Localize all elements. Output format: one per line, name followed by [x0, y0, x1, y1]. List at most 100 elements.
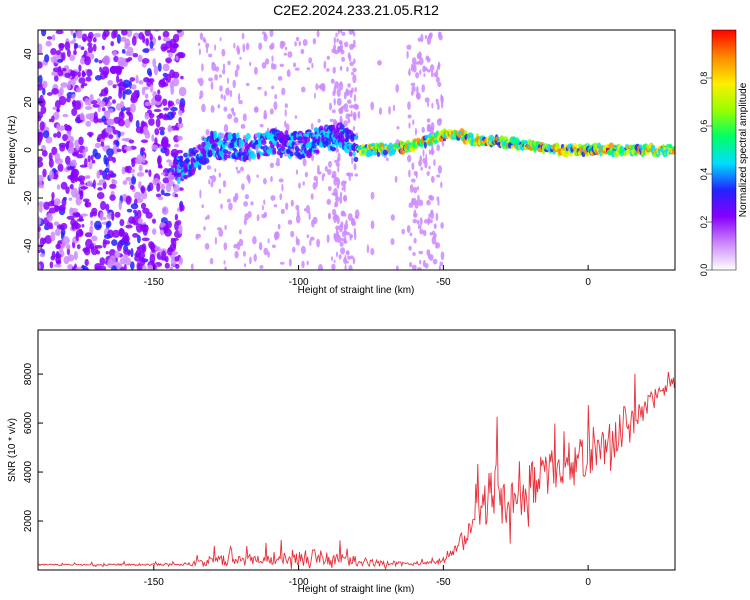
- heatmap-cell: [353, 113, 357, 122]
- heatmap-cell: [114, 65, 123, 74]
- heatmap-cell: [206, 214, 210, 220]
- colorbar-gradient: [712, 30, 736, 270]
- snr-y-ticks: 2000 4000 6000 8000: [23, 363, 43, 532]
- heatmap-cell: [245, 132, 251, 140]
- heatmap-cell: [312, 38, 317, 45]
- heatmap-cell: [70, 71, 78, 77]
- heatmap-cell: [353, 136, 358, 140]
- heatmap-cell: [339, 115, 343, 125]
- heatmap-cell: [197, 144, 202, 150]
- heatmap-cell: [116, 34, 121, 44]
- heatmap-cell: [107, 79, 114, 86]
- heatmap-cell: [219, 85, 223, 92]
- heatmap-cell: [45, 40, 52, 47]
- heatmap-cell: [38, 201, 45, 207]
- heatmap-cell: [345, 88, 349, 96]
- heatmap-cell: [281, 87, 286, 96]
- heatmap-cell: [58, 43, 65, 49]
- heatmap-cell: [415, 92, 421, 99]
- heatmap-cell: [347, 52, 351, 59]
- heatmap-cell: [151, 134, 155, 142]
- heatmap-cell: [414, 200, 419, 209]
- heatmap-cell: [263, 199, 266, 205]
- heatmap-cell: [336, 157, 341, 162]
- heatmap-cell: [138, 80, 144, 85]
- heatmap-cell: [388, 106, 391, 115]
- heatmap-cell: [135, 222, 143, 233]
- heatmap-cell: [312, 216, 318, 224]
- heatmap-cell: [153, 108, 162, 113]
- heatmap-cell: [216, 227, 222, 231]
- heatmap-cell: [421, 84, 426, 93]
- heatmap-cell: [117, 263, 122, 268]
- heatmap-cell: [198, 77, 204, 87]
- heatmap-cell: [138, 181, 142, 189]
- heatmap-cell: [108, 170, 115, 178]
- heatmap-cell: [424, 263, 429, 269]
- heatmap-cell: [300, 48, 305, 55]
- heatmap-cell: [135, 120, 140, 129]
- heatmap-cell: [66, 166, 73, 171]
- heatmap-cell: [289, 151, 294, 157]
- heatmap-cell: [49, 224, 54, 230]
- heatmap-cell: [85, 120, 91, 127]
- heatmap-cell: [162, 63, 170, 72]
- heatmap-cell: [206, 45, 209, 54]
- heatmap-cell: [333, 49, 339, 55]
- heatmap-cell: [306, 67, 311, 71]
- heatmap-cell: [347, 255, 351, 260]
- colorbar-tick-label: 0.2: [699, 216, 709, 229]
- heatmap-cell: [38, 98, 46, 108]
- heatmap-cell: [67, 264, 74, 270]
- heatmap-cell: [433, 72, 437, 78]
- heatmap-cell: [140, 224, 149, 233]
- heatmap-cell: [236, 64, 240, 71]
- heatmap-cell: [38, 216, 42, 226]
- heatmap-cell: [290, 199, 294, 207]
- heatmap-cell: [56, 123, 60, 131]
- heatmap-cell: [414, 127, 417, 136]
- heatmap-cell: [55, 50, 62, 56]
- heatmap-cell: [160, 138, 169, 149]
- heatmap-cell: [218, 188, 222, 194]
- heatmap-cell: [344, 222, 349, 230]
- heatmap-cell: [382, 149, 389, 156]
- heatmap-cell: [156, 182, 161, 192]
- heatmap-cell: [237, 152, 242, 158]
- heatmap-cell: [131, 158, 136, 168]
- heatmap-cell: [352, 151, 356, 158]
- heatmap-cell: [164, 147, 170, 157]
- heatmap-cell: [329, 118, 334, 122]
- heatmap-cell: [124, 38, 131, 49]
- heatmap-cell: [210, 81, 214, 90]
- heatmap-cell: [51, 250, 56, 259]
- heatmap-cell: [219, 37, 222, 42]
- heatmap-cell: [344, 263, 347, 270]
- heatmap-cell: [88, 161, 93, 170]
- heatmap-cell: [145, 211, 153, 219]
- heatmap-cell: [277, 223, 281, 230]
- heatmap-cell: [258, 42, 263, 51]
- heatmap-cell: [284, 103, 288, 108]
- heatmap-cell: [69, 54, 75, 61]
- heatmap-cell: [438, 265, 441, 270]
- heatmap-cell: [256, 214, 260, 222]
- heatmap-cell: [107, 108, 114, 114]
- heatmap-cell: [47, 92, 53, 96]
- heatmap-cell: [437, 103, 440, 110]
- heatmap-cell: [152, 228, 157, 235]
- heatmap-cell: [302, 181, 305, 186]
- heatmap-cell: [328, 160, 332, 168]
- heatmap-cell: [38, 84, 44, 91]
- heatmap-cell: [249, 256, 252, 265]
- heatmap-cell: [159, 222, 166, 227]
- heatmap-cell: [337, 30, 340, 35]
- heatmap-cell: [353, 94, 357, 103]
- x-tick-label: -150: [144, 577, 164, 588]
- heatmap-cell: [66, 49, 71, 58]
- heatmap-cell: [158, 145, 163, 149]
- heatmap-cell: [116, 74, 120, 84]
- heatmap-cell: [214, 74, 219, 81]
- heatmap-cell: [333, 259, 336, 263]
- heatmap-cell: [160, 229, 165, 236]
